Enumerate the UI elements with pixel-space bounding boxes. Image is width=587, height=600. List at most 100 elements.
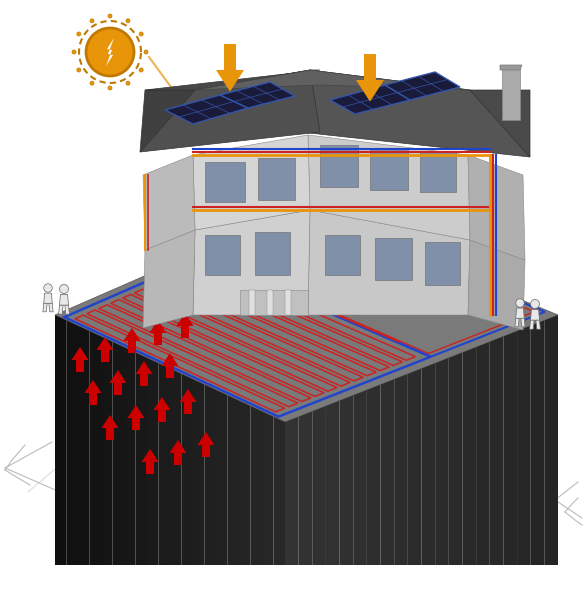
Polygon shape	[102, 415, 119, 428]
Polygon shape	[124, 347, 136, 565]
Polygon shape	[285, 290, 291, 315]
Polygon shape	[258, 158, 295, 200]
Polygon shape	[249, 290, 255, 315]
Polygon shape	[153, 397, 170, 410]
Polygon shape	[420, 152, 456, 192]
Polygon shape	[150, 320, 167, 333]
Polygon shape	[470, 90, 530, 157]
Polygon shape	[385, 72, 460, 100]
Polygon shape	[193, 135, 310, 230]
Polygon shape	[380, 379, 394, 565]
Polygon shape	[356, 80, 384, 101]
Polygon shape	[220, 82, 295, 108]
Polygon shape	[136, 352, 147, 565]
Polygon shape	[101, 337, 113, 565]
Polygon shape	[308, 135, 470, 240]
Polygon shape	[544, 315, 558, 565]
Polygon shape	[299, 412, 312, 565]
Polygon shape	[72, 347, 89, 360]
Polygon shape	[502, 65, 520, 120]
Polygon shape	[262, 412, 274, 565]
Polygon shape	[353, 390, 367, 565]
Polygon shape	[330, 85, 410, 114]
Polygon shape	[136, 361, 153, 374]
Polygon shape	[325, 235, 360, 275]
Polygon shape	[490, 337, 504, 565]
Circle shape	[108, 86, 112, 90]
Polygon shape	[204, 385, 216, 565]
Polygon shape	[521, 318, 525, 327]
Polygon shape	[193, 379, 204, 565]
Polygon shape	[65, 305, 69, 314]
Polygon shape	[170, 440, 187, 453]
Polygon shape	[531, 310, 539, 320]
Polygon shape	[274, 416, 285, 565]
Polygon shape	[370, 148, 408, 190]
Circle shape	[516, 299, 524, 307]
Polygon shape	[394, 374, 408, 565]
Polygon shape	[531, 320, 544, 565]
Polygon shape	[141, 449, 158, 462]
Polygon shape	[96, 337, 113, 350]
Polygon shape	[251, 406, 262, 565]
Polygon shape	[158, 410, 166, 422]
Polygon shape	[127, 405, 144, 418]
Polygon shape	[161, 353, 178, 366]
Polygon shape	[113, 342, 124, 565]
Circle shape	[108, 14, 112, 18]
Polygon shape	[367, 385, 380, 565]
Circle shape	[126, 81, 130, 85]
Polygon shape	[143, 230, 195, 328]
Polygon shape	[55, 315, 66, 565]
Polygon shape	[140, 70, 320, 152]
Polygon shape	[59, 305, 63, 314]
Polygon shape	[529, 320, 534, 329]
Polygon shape	[197, 432, 214, 445]
Polygon shape	[205, 235, 240, 275]
Circle shape	[72, 50, 76, 54]
Circle shape	[139, 32, 143, 36]
Polygon shape	[129, 341, 136, 353]
Polygon shape	[146, 462, 154, 474]
Circle shape	[59, 284, 69, 293]
Polygon shape	[123, 328, 140, 341]
Polygon shape	[106, 428, 113, 440]
Polygon shape	[133, 418, 140, 430]
Polygon shape	[300, 70, 530, 157]
Circle shape	[144, 50, 148, 54]
Polygon shape	[158, 363, 170, 565]
Polygon shape	[181, 326, 188, 338]
Polygon shape	[517, 326, 531, 565]
Circle shape	[77, 68, 81, 72]
Circle shape	[139, 68, 143, 72]
Polygon shape	[375, 238, 412, 280]
Polygon shape	[500, 65, 522, 70]
Polygon shape	[78, 326, 89, 565]
Polygon shape	[143, 155, 195, 250]
Polygon shape	[174, 453, 181, 465]
Polygon shape	[476, 342, 490, 565]
Polygon shape	[408, 368, 421, 565]
Polygon shape	[203, 445, 210, 457]
Polygon shape	[181, 374, 193, 565]
Polygon shape	[66, 320, 78, 565]
Polygon shape	[114, 383, 122, 395]
Polygon shape	[340, 395, 353, 565]
Polygon shape	[167, 366, 174, 378]
Polygon shape	[468, 155, 525, 260]
Polygon shape	[59, 295, 69, 305]
Polygon shape	[435, 358, 449, 565]
Polygon shape	[154, 333, 161, 345]
Polygon shape	[463, 347, 476, 565]
Polygon shape	[468, 240, 525, 330]
Polygon shape	[326, 401, 340, 565]
Polygon shape	[106, 38, 114, 66]
Polygon shape	[504, 331, 517, 565]
Polygon shape	[421, 363, 435, 565]
Polygon shape	[425, 242, 460, 285]
Polygon shape	[44, 293, 52, 304]
Polygon shape	[110, 370, 127, 383]
Circle shape	[44, 284, 52, 292]
Polygon shape	[312, 406, 326, 565]
Circle shape	[86, 28, 134, 76]
